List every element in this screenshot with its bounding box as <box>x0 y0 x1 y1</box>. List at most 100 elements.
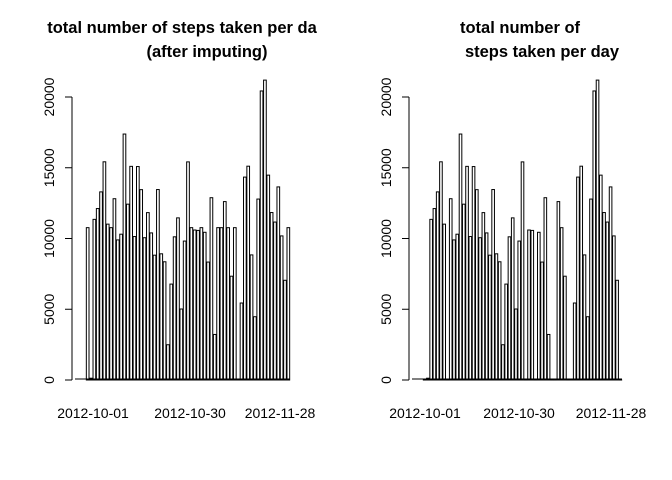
x-tick-label: 2012-11-28 <box>245 405 316 421</box>
bar <box>615 279 619 381</box>
bar <box>576 176 580 381</box>
bar <box>172 236 177 381</box>
bar <box>156 189 160 381</box>
bar <box>494 253 499 381</box>
bar <box>142 237 147 381</box>
bar <box>276 186 281 381</box>
bar <box>85 227 90 381</box>
bar <box>608 186 613 381</box>
bar <box>249 254 254 381</box>
bar <box>129 165 133 381</box>
bar <box>559 227 564 381</box>
bar <box>162 261 167 381</box>
x-tick-label: 2012-10-01 <box>57 405 129 421</box>
y-tick-label: 5000 <box>378 293 394 324</box>
bar <box>612 235 616 381</box>
bar <box>206 261 210 381</box>
bar <box>540 261 544 381</box>
x-tick-label: 2012-10-30 <box>483 405 555 421</box>
bar <box>484 232 489 381</box>
bar <box>246 165 251 381</box>
bar <box>439 161 443 381</box>
bar <box>256 198 261 381</box>
bar <box>99 191 103 381</box>
bar <box>435 191 440 381</box>
bar <box>481 212 486 381</box>
bar <box>92 218 97 381</box>
bar <box>543 197 548 381</box>
y-tick-label: 10000 <box>41 219 57 258</box>
x-tick-label: 2012-11-28 <box>576 405 647 421</box>
bar <box>563 275 567 381</box>
bar <box>488 254 492 381</box>
bar <box>136 166 140 381</box>
y-tick-label: 5000 <box>41 293 57 324</box>
chart-title-line: total number of <box>460 19 581 37</box>
bar <box>514 308 518 381</box>
y-tick-label: 10000 <box>378 219 394 258</box>
bar <box>219 227 224 381</box>
bar <box>458 133 463 381</box>
bar <box>507 236 512 381</box>
bar <box>527 229 531 381</box>
bar <box>283 279 287 381</box>
bar <box>491 189 495 381</box>
bar <box>159 253 164 381</box>
bar <box>232 227 237 381</box>
bar <box>266 174 271 381</box>
bar <box>530 229 535 381</box>
bar <box>504 283 508 381</box>
chart-title-line: (after imputing) <box>147 43 268 61</box>
bar <box>192 229 197 381</box>
bar <box>589 198 593 381</box>
bar <box>95 208 100 381</box>
bar <box>179 308 184 381</box>
bar <box>146 212 150 381</box>
bar <box>102 161 107 381</box>
x-tick-label: 2012-10-30 <box>154 405 226 421</box>
bar <box>598 174 603 381</box>
bar <box>510 217 515 381</box>
bar <box>243 176 247 381</box>
bar <box>166 344 170 381</box>
bar <box>579 165 584 381</box>
bar <box>442 223 447 381</box>
bar <box>196 229 200 381</box>
bar <box>471 166 476 381</box>
bar <box>520 161 525 381</box>
bar <box>269 212 274 381</box>
bar <box>273 221 277 381</box>
bar <box>115 239 120 381</box>
bar <box>216 227 220 381</box>
bar <box>189 227 194 381</box>
chart-title-line: steps taken per day <box>465 43 620 61</box>
bar <box>239 302 244 381</box>
bar <box>286 227 291 381</box>
y-tick-label: 0 <box>41 376 57 384</box>
chart-title-line: total number of steps taken per da <box>47 19 317 37</box>
bar <box>546 333 551 381</box>
y-tick-label: 0 <box>378 376 394 384</box>
bar <box>455 233 460 381</box>
bar <box>478 237 482 381</box>
bar <box>517 240 522 381</box>
bar <box>595 79 600 381</box>
bar <box>149 232 154 381</box>
bar <box>152 254 157 381</box>
chart-panel-1: 0 5000 10000 15000 20000 2012-10-01 2012-10-30… <box>41 19 318 421</box>
bar <box>139 189 144 381</box>
bar <box>259 90 264 381</box>
bar <box>212 333 217 381</box>
bar <box>602 212 606 381</box>
bar <box>582 254 587 381</box>
bar <box>222 201 227 381</box>
bar <box>122 133 127 381</box>
bar <box>572 302 577 381</box>
y-tick-label: 20000 <box>378 77 394 116</box>
bar <box>605 221 610 381</box>
y-tick-label: 20000 <box>41 77 57 116</box>
bar <box>429 218 433 381</box>
bar <box>202 231 207 381</box>
bar <box>209 197 214 381</box>
